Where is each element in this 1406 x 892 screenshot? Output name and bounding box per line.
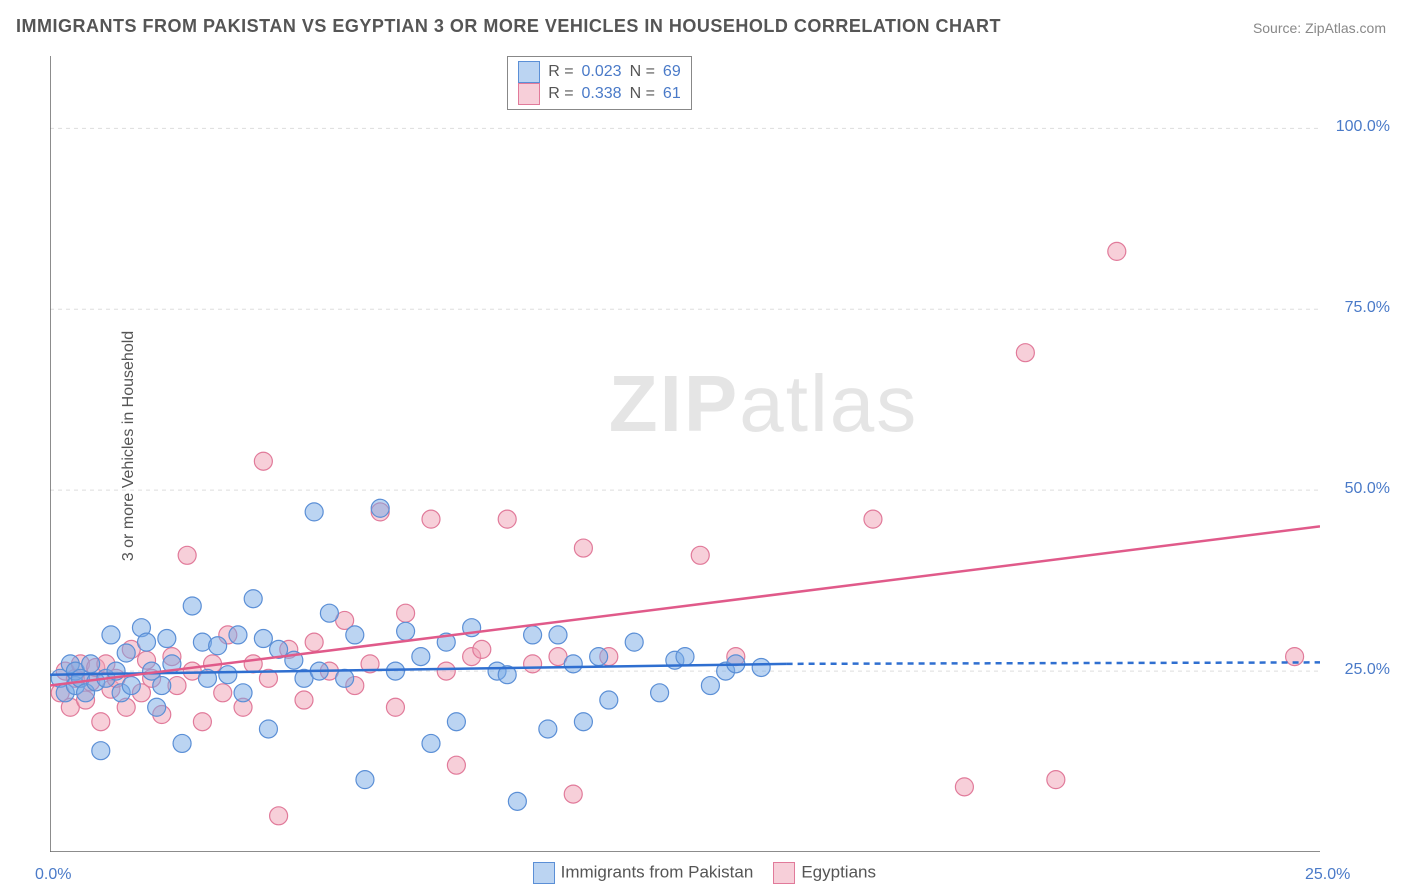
y-tick-label: 75.0% xyxy=(1345,299,1390,317)
legend-series: Immigrants from Pakistan Egyptians xyxy=(533,862,876,884)
legend-swatch xyxy=(533,862,555,884)
y-tick-label: 100.0% xyxy=(1336,118,1390,136)
legend-series-item: Immigrants from Pakistan xyxy=(533,862,754,884)
x-tick-label: 0.0% xyxy=(35,866,71,884)
legend-swatch xyxy=(518,61,540,83)
legend-r-value: 0.338 xyxy=(582,85,622,103)
source-name: ZipAtlas.com xyxy=(1305,20,1386,36)
chart-title: IMMIGRANTS FROM PAKISTAN VS EGYPTIAN 3 O… xyxy=(16,16,1001,37)
legend-r-label: R = xyxy=(548,63,573,81)
legend-series-label: Egyptians xyxy=(801,862,876,881)
legend-r-value: 0.023 xyxy=(582,63,622,81)
scatter-svg xyxy=(50,56,1320,852)
legend-n-label: N = xyxy=(630,63,655,81)
y-tick-label: 25.0% xyxy=(1345,661,1390,679)
legend-series-label: Immigrants from Pakistan xyxy=(561,862,754,881)
legend-swatch xyxy=(773,862,795,884)
legend-row: R = 0.023 N = 69 xyxy=(518,61,681,83)
legend-n-value: 61 xyxy=(663,85,681,103)
source-label: Source: xyxy=(1253,20,1301,36)
legend-r-label: R = xyxy=(548,85,573,103)
legend-series-item: Egyptians xyxy=(773,862,876,884)
legend-correlation: R = 0.023 N = 69 R = 0.338 N = 61 xyxy=(507,56,692,110)
chart-plot-area: ZIPatlas R =0.023 N =69R =0.338 N =61 Im… xyxy=(50,56,1320,852)
source-attribution: Source: ZipAtlas.com xyxy=(1253,20,1386,36)
legend-row: R = 0.338 N = 61 xyxy=(518,83,681,105)
legend-n-label: N = xyxy=(630,85,655,103)
legend-n-value: 69 xyxy=(663,63,681,81)
x-tick-label: 25.0% xyxy=(1305,866,1350,884)
legend-swatch xyxy=(518,83,540,105)
y-tick-label: 50.0% xyxy=(1345,480,1390,498)
